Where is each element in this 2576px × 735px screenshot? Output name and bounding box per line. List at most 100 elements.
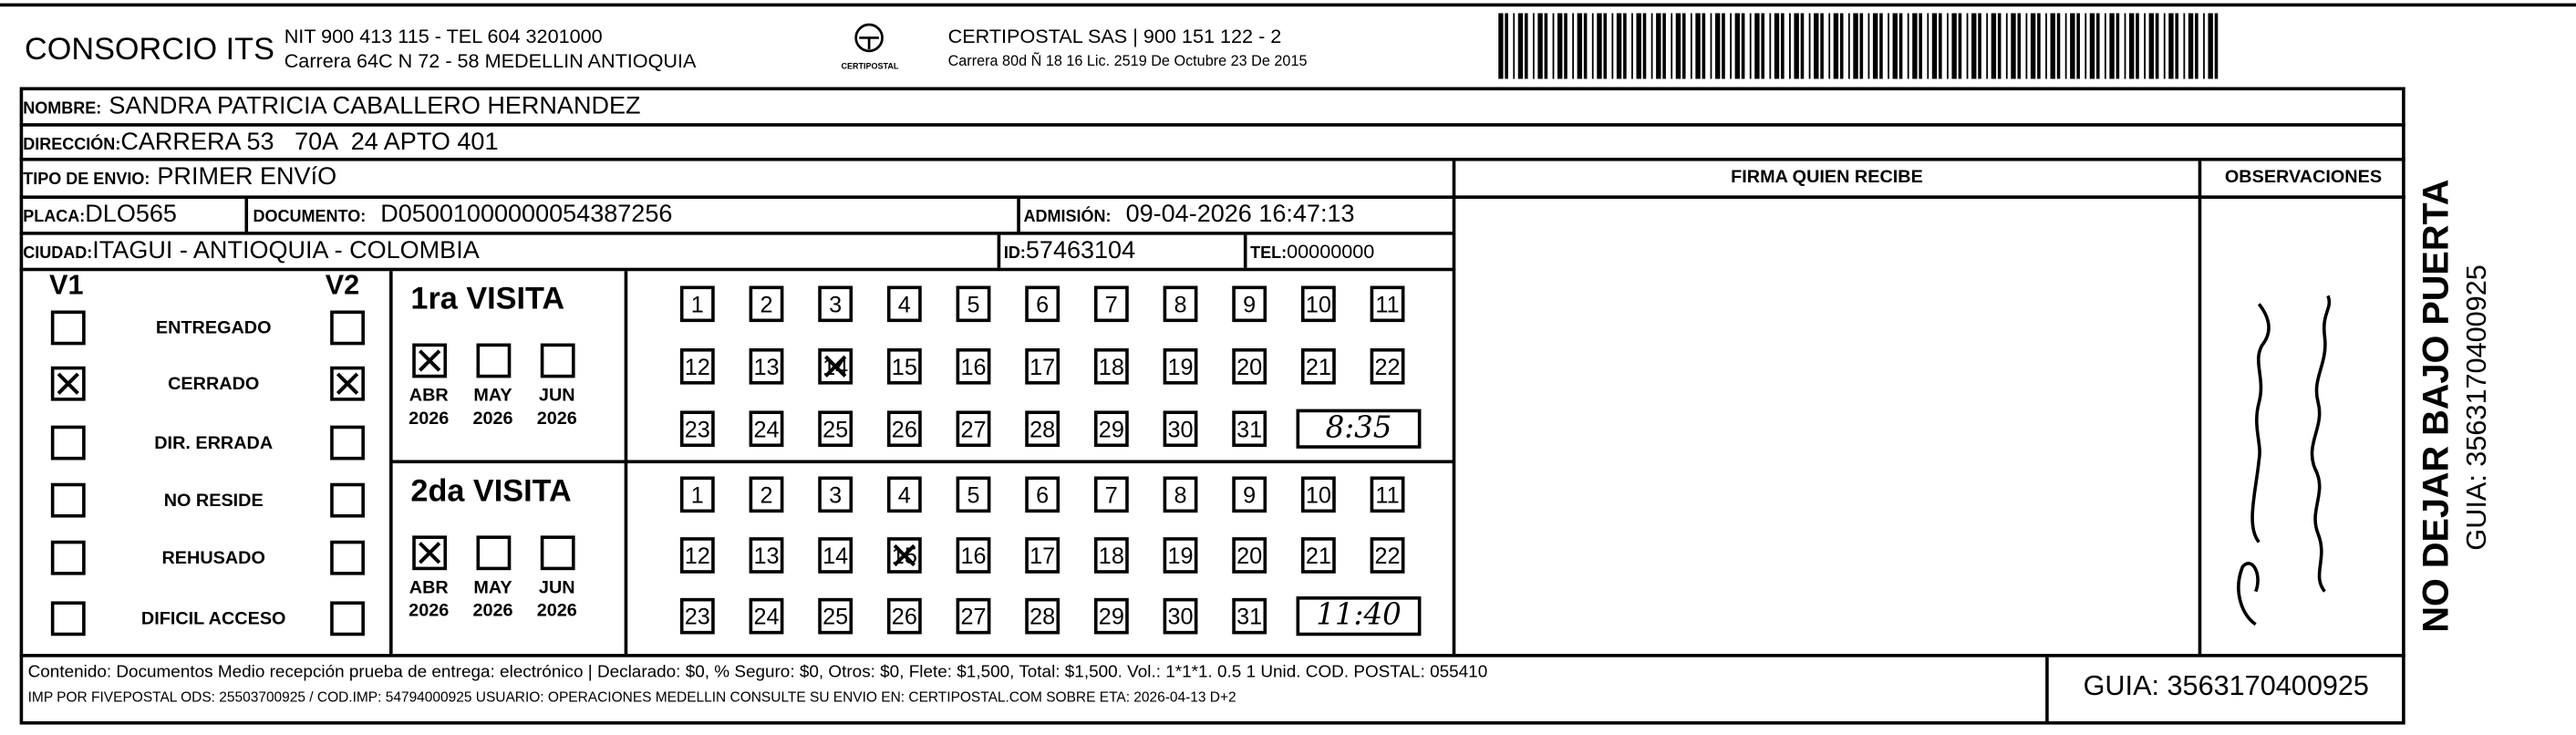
day-box-25[interactable]: 25: [818, 597, 853, 635]
day-box-1[interactable]: 1: [679, 285, 715, 323]
month-checkbox[interactable]: [412, 343, 448, 378]
day-box-29[interactable]: 29: [1093, 410, 1129, 448]
day-box-2[interactable]: 2: [749, 285, 784, 323]
day-box-24[interactable]: 24: [749, 597, 784, 635]
v2-checkbox[interactable]: [330, 540, 365, 575]
day-box-13[interactable]: 13: [749, 347, 784, 385]
barcode-bar: [1872, 13, 1878, 79]
day-box-10[interactable]: 10: [1300, 285, 1336, 323]
barcode-bar: [1656, 13, 1661, 79]
day-box-10[interactable]: 10: [1300, 476, 1336, 513]
visit-time[interactable]: 11:40: [1296, 596, 1422, 637]
day-box-14[interactable]: 14: [818, 347, 853, 385]
barcode-bar: [1814, 13, 1819, 79]
month-checkbox[interactable]: [540, 535, 575, 571]
v2-checkbox[interactable]: [330, 366, 365, 401]
day-box-23[interactable]: 23: [679, 597, 715, 635]
day-box-2[interactable]: 2: [749, 476, 784, 513]
day-box-31[interactable]: 31: [1232, 597, 1267, 635]
barcode-bar: [2195, 13, 2198, 79]
day-box-28[interactable]: 28: [1025, 597, 1060, 635]
day-box-30[interactable]: 30: [1163, 597, 1198, 635]
day-box-23[interactable]: 23: [679, 410, 715, 448]
barcode-bar: [1867, 13, 1870, 79]
day-box-11[interactable]: 11: [1370, 476, 1405, 513]
day-box-6[interactable]: 6: [1025, 285, 1060, 323]
v2-checkbox[interactable]: [330, 425, 365, 461]
barcode-bar: [1794, 13, 1799, 79]
day-box-18[interactable]: 18: [1093, 537, 1129, 574]
v1-checkbox[interactable]: [50, 425, 86, 461]
day-box-20[interactable]: 20: [1232, 537, 1267, 574]
day-box-3[interactable]: 3: [818, 476, 853, 513]
day-box-26[interactable]: 26: [886, 410, 922, 448]
day-box-15[interactable]: 15: [886, 537, 922, 574]
logo-text: CERTIPOSTAL: [841, 62, 899, 73]
month-checkbox[interactable]: [476, 343, 512, 378]
v1-checkbox[interactable]: [50, 482, 86, 518]
barcode-bar: [1557, 13, 1563, 79]
day-box-13[interactable]: 13: [749, 537, 784, 574]
day-box-27[interactable]: 27: [956, 410, 991, 448]
barcode-bar: [1749, 13, 1752, 79]
v2-checkbox[interactable]: [330, 601, 365, 637]
day-box-8[interactable]: 8: [1163, 476, 1198, 513]
day-box-28[interactable]: 28: [1025, 410, 1060, 448]
month-checkbox[interactable]: [540, 343, 575, 378]
v1-checkbox[interactable]: [50, 310, 86, 346]
day-box-9[interactable]: 9: [1232, 476, 1267, 513]
day-box-5[interactable]: 5: [956, 285, 991, 323]
day-box-18[interactable]: 18: [1093, 347, 1129, 385]
day-box-31[interactable]: 31: [1232, 410, 1267, 448]
day-box-7[interactable]: 7: [1093, 285, 1129, 323]
day-box-12[interactable]: 12: [679, 537, 715, 574]
day-box-15[interactable]: 15: [886, 347, 922, 385]
day-box-14[interactable]: 14: [818, 537, 853, 574]
day-box-11[interactable]: 11: [1370, 285, 1405, 323]
v2-checkbox[interactable]: [330, 482, 365, 518]
day-box-17[interactable]: 17: [1025, 537, 1060, 574]
day-box-3[interactable]: 3: [818, 285, 853, 323]
day-box-24[interactable]: 24: [749, 410, 784, 448]
v1-checkbox[interactable]: [50, 601, 86, 637]
day-box-12[interactable]: 12: [679, 347, 715, 385]
day-box-21[interactable]: 21: [1300, 537, 1336, 574]
v1-checkbox[interactable]: [50, 540, 86, 575]
v2-checkbox[interactable]: [330, 310, 365, 346]
barcode-bar: [1991, 13, 1997, 79]
tipo-value: PRIMER ENVíO: [157, 162, 337, 191]
day-box-19[interactable]: 19: [1163, 347, 1198, 385]
day-box-19[interactable]: 19: [1163, 537, 1198, 574]
month-checkbox[interactable]: [476, 535, 512, 571]
main-frame: [19, 87, 2405, 725]
day-box-20[interactable]: 20: [1232, 347, 1267, 385]
day-box-6[interactable]: 6: [1025, 476, 1060, 513]
day-box-17[interactable]: 17: [1025, 347, 1060, 385]
signature-area[interactable]: [1455, 199, 2198, 654]
day-box-22[interactable]: 22: [1370, 537, 1405, 574]
v1-checkbox[interactable]: [50, 366, 86, 401]
day-box-26[interactable]: 26: [886, 597, 922, 635]
barcode-bar: [1769, 13, 1772, 79]
day-box-16[interactable]: 16: [956, 537, 991, 574]
day-box-1[interactable]: 1: [679, 476, 715, 513]
day-box-21[interactable]: 21: [1300, 347, 1336, 385]
day-box-16[interactable]: 16: [956, 347, 991, 385]
day-box-27[interactable]: 27: [956, 597, 991, 635]
month-checkbox[interactable]: [412, 535, 448, 571]
day-box-29[interactable]: 29: [1093, 597, 1129, 635]
day-box-7[interactable]: 7: [1093, 476, 1129, 513]
day-box-4[interactable]: 4: [886, 285, 922, 323]
day-box-25[interactable]: 25: [818, 410, 853, 448]
visit-time[interactable]: 8:35: [1296, 409, 1422, 449]
barcode-bar: [1583, 13, 1588, 79]
status-label: DIFICIL ACCESO: [140, 609, 286, 630]
day-box-8[interactable]: 8: [1163, 285, 1198, 323]
day-box-9[interactable]: 9: [1232, 285, 1267, 323]
barcode-bar: [1833, 13, 1839, 79]
day-box-22[interactable]: 22: [1370, 347, 1405, 385]
barcode-bar: [1820, 13, 1824, 79]
day-box-4[interactable]: 4: [886, 476, 922, 513]
day-box-30[interactable]: 30: [1163, 410, 1198, 448]
day-box-5[interactable]: 5: [956, 476, 991, 513]
